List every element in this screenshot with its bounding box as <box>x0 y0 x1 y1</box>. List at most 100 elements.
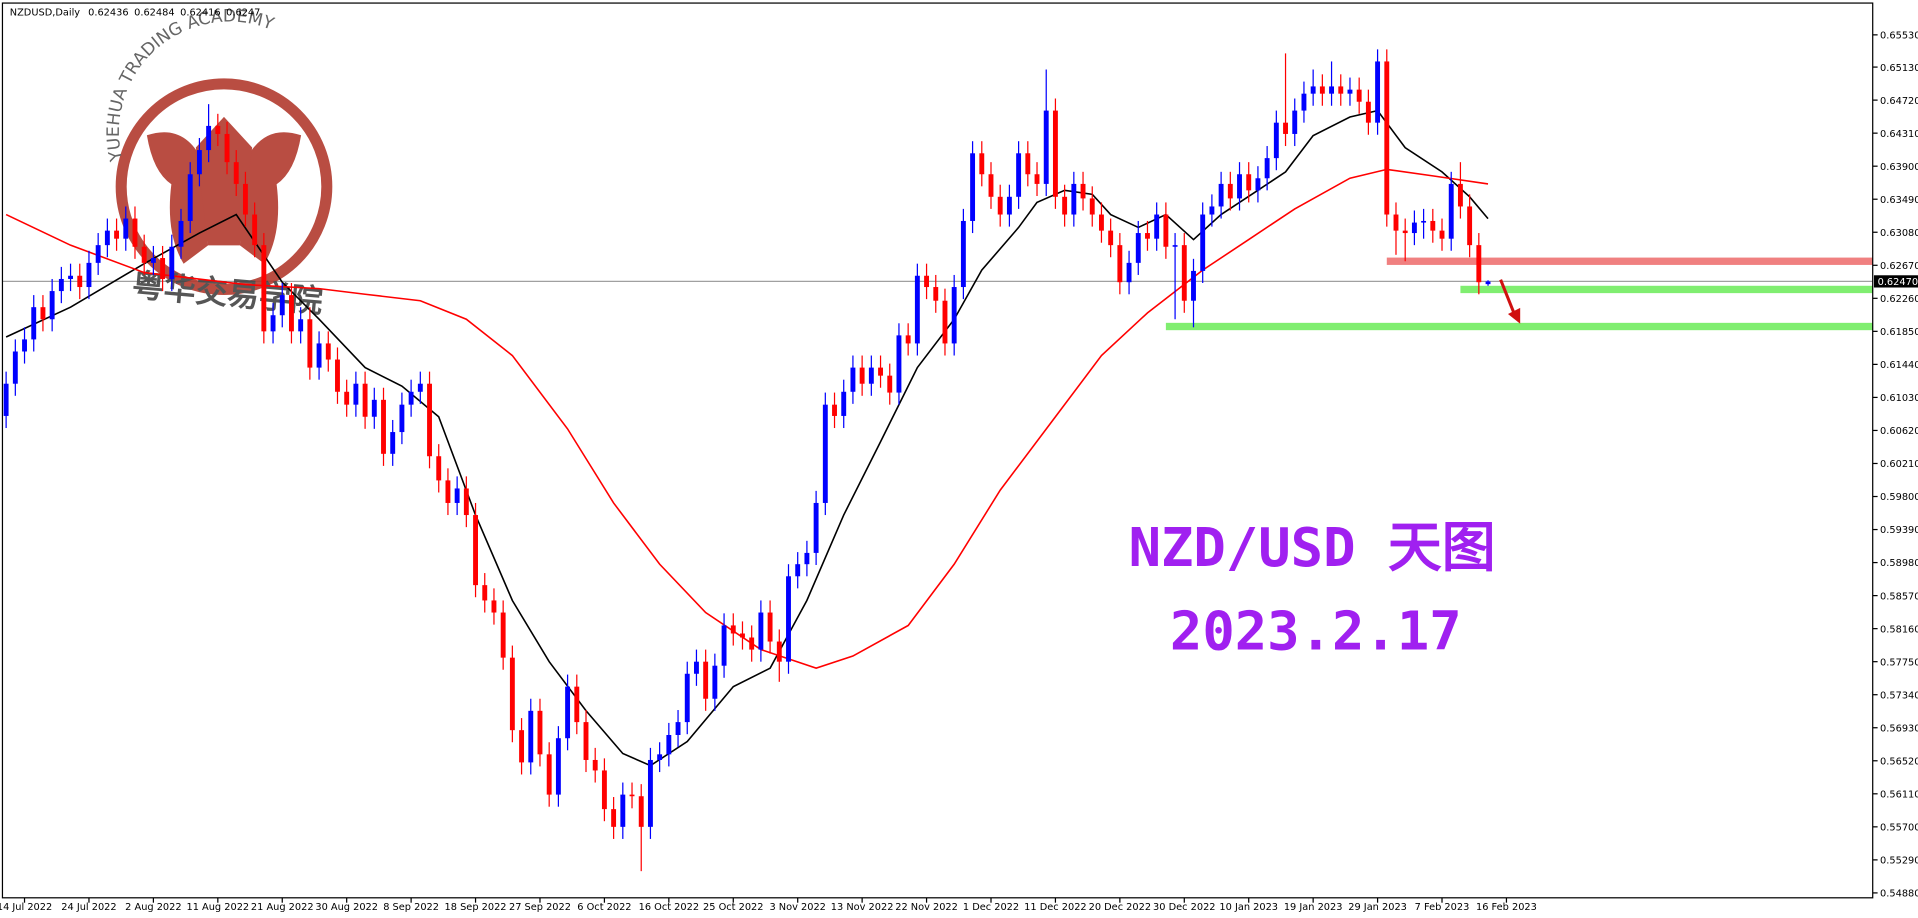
candle-body <box>1006 196 1012 215</box>
y-tick-label: 0.61850 <box>1880 327 1918 338</box>
candle-body <box>832 404 837 416</box>
y-tick-label: 0.65530 <box>1880 31 1918 42</box>
moving-average <box>5 168 1489 670</box>
current-price-label: 0.62470 <box>1878 277 1918 288</box>
header-low: 0.62416 <box>180 7 220 18</box>
candle-body <box>657 754 663 760</box>
candle-body <box>703 661 709 699</box>
candle-body <box>482 585 488 601</box>
y-tick-label: 0.59800 <box>1880 492 1918 503</box>
candle-body <box>638 796 644 827</box>
candle-body <box>279 295 285 316</box>
plot-frame <box>1 2 1874 899</box>
candle-body <box>1145 233 1150 239</box>
x-tick-label: 7 Feb 2023 <box>1415 902 1470 913</box>
candle-body <box>841 391 847 416</box>
arrow-head <box>1507 307 1521 324</box>
ma-layer <box>5 109 1489 767</box>
candle-body <box>979 153 985 175</box>
candle-body <box>804 552 810 565</box>
candle-body <box>1099 214 1104 231</box>
x-tick-label: 27 Sep 2022 <box>509 902 571 913</box>
candle-body <box>500 612 506 658</box>
candle-body <box>1329 86 1335 94</box>
candle-body <box>1043 110 1049 184</box>
candle-body <box>574 686 580 723</box>
candle-body <box>795 564 801 577</box>
y-tick-label: 0.56520 <box>1880 756 1918 767</box>
candle-body <box>960 220 966 288</box>
candle-body <box>1172 245 1178 247</box>
x-tick-label: 18 Sep 2022 <box>445 902 507 913</box>
candle-body <box>868 367 874 384</box>
level-zone <box>1165 322 1873 331</box>
candle-body <box>1034 174 1040 184</box>
y-tick-label: 0.62260 <box>1880 294 1918 305</box>
candle-body <box>988 174 994 197</box>
candle-body <box>1430 220 1436 231</box>
y-tick-label: 0.61440 <box>1880 360 1918 371</box>
candle-body <box>1356 89 1362 102</box>
x-tick-label: 16 Oct 2022 <box>639 902 699 913</box>
x-tick-label: 21 Aug 2022 <box>251 902 314 913</box>
y-tick-label: 0.64310 <box>1880 129 1918 140</box>
candle-body <box>1439 230 1445 239</box>
candle-body <box>684 673 690 723</box>
candle-body <box>519 730 525 763</box>
candle-body <box>1283 122 1288 134</box>
logo-ring <box>115 78 333 295</box>
candle-body <box>344 391 350 405</box>
candle-body <box>473 515 478 586</box>
symbol: NZDUSD,Daily <box>10 7 81 18</box>
candle-body <box>325 343 331 360</box>
x-tick-label: 2 Aug 2022 <box>125 902 181 913</box>
candle-body <box>436 456 442 481</box>
header: NZDUSD,Daily 0.62436 0.62484 0.62416 0.6… <box>10 7 261 18</box>
candle-body <box>187 174 193 221</box>
candle-body <box>786 576 791 662</box>
candle-body <box>381 399 386 454</box>
annotation: 2023.2.17 <box>1170 599 1462 662</box>
header-open: 0.62436 <box>88 7 128 18</box>
y-tick-label: 0.59390 <box>1880 525 1918 536</box>
candle-body <box>141 246 147 263</box>
y-tick-label: 0.63900 <box>1880 162 1918 173</box>
candle-body <box>565 686 571 739</box>
y-tick-label: 0.61030 <box>1880 393 1918 404</box>
candle-body <box>620 794 626 827</box>
candle-body <box>758 612 764 650</box>
candle-body <box>77 275 83 288</box>
candle-body <box>905 335 911 344</box>
y-tick-label: 0.55290 <box>1880 856 1918 867</box>
candle-body <box>1227 183 1233 199</box>
candle-body <box>813 502 819 553</box>
candle-body <box>417 383 423 392</box>
y-tick-label: 0.55700 <box>1880 823 1918 834</box>
x-tick-label: 14 Jul 2022 <box>0 902 52 913</box>
x-tick-label: 30 Dec 2022 <box>1153 902 1216 913</box>
arrow <box>1499 279 1517 317</box>
candle-body <box>160 258 166 279</box>
candle-body <box>454 488 460 503</box>
candle-body <box>629 794 635 797</box>
candle-body <box>1246 174 1252 191</box>
candle-body <box>58 278 64 292</box>
candle-body <box>611 809 617 827</box>
candle-body <box>951 287 957 344</box>
x-tick-label: 11 Aug 2022 <box>186 902 249 913</box>
candle-body <box>509 657 515 731</box>
y-tick-label: 0.63490 <box>1880 195 1918 206</box>
candle-body <box>1273 122 1279 159</box>
candle-body <box>997 196 1003 215</box>
candle-body <box>289 295 294 332</box>
candle-body <box>270 315 276 332</box>
candle-body <box>252 214 258 246</box>
candle-body <box>169 246 175 279</box>
candle-body <box>408 391 414 405</box>
candle-body <box>12 351 18 384</box>
candle-body <box>316 343 322 368</box>
candle-body <box>49 291 55 320</box>
x-tick-label: 19 Jan 2023 <box>1284 902 1343 913</box>
candle-body <box>353 383 359 405</box>
